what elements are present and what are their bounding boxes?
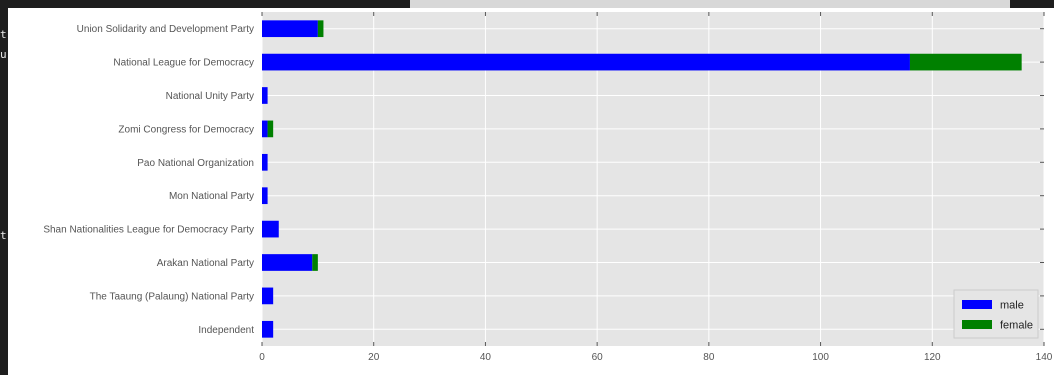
x-tick-label: 40: [480, 352, 492, 363]
y-tick-label: Shan Nationalities League for Democracy …: [43, 225, 254, 236]
x-tick-label: 80: [703, 352, 715, 363]
x-tick-label: 120: [924, 352, 941, 363]
y-tick-label: Union Solidarity and Development Party: [77, 24, 254, 35]
legend-label: female: [1000, 320, 1033, 332]
y-tick-label: Zomi Congress for Democracy: [118, 124, 254, 135]
y-tick-label: The Taaung (Palaung) National Party: [90, 291, 254, 302]
y-tick-label: Pao National Organization: [137, 158, 254, 169]
bar-male: [262, 120, 268, 138]
legend-swatch: [962, 300, 992, 309]
x-tick-label: 0: [259, 352, 265, 363]
bar-male: [262, 87, 268, 104]
bar-male: [262, 254, 313, 271]
bar-male: [262, 53, 910, 71]
background-code-fragment: t: [0, 28, 7, 41]
bar-female: [267, 120, 274, 138]
bar-female: [909, 53, 1022, 71]
y-tick-label: Independent: [198, 325, 254, 336]
y-tick-label: National Unity Party: [166, 91, 254, 102]
background-code-fragment: u: [0, 48, 7, 61]
x-tick-label: 140: [1036, 352, 1053, 363]
legend-swatch: [962, 320, 992, 329]
y-tick-label: National League for Democracy: [113, 58, 254, 69]
legend-box: [953, 289, 1039, 339]
bar-chart: 0 20 40 60 80 100 120 140 Union Solidarity and D…: [43, 12, 1053, 363]
bar-male: [262, 20, 318, 38]
x-tick-label: 20: [368, 352, 380, 363]
bar-male: [262, 220, 279, 238]
bar-male: [262, 287, 274, 305]
y-tick-label: Arakan National Party: [157, 258, 254, 269]
bar-male: [262, 187, 268, 205]
bar-female: [312, 254, 318, 271]
legend-label: male: [1000, 300, 1024, 312]
chart-figure: 0 20 40 60 80 100 120 140 Union Solidarity and D…: [8, 8, 1054, 375]
bar-male: [262, 153, 268, 171]
y-tick-label: Mon National Party: [169, 191, 254, 202]
bar-male: [262, 320, 274, 338]
x-tick-label: 60: [592, 352, 604, 363]
x-tick-label: 100: [812, 352, 829, 363]
background-code-fragment: t: [0, 229, 7, 242]
bar-female: [317, 20, 324, 38]
